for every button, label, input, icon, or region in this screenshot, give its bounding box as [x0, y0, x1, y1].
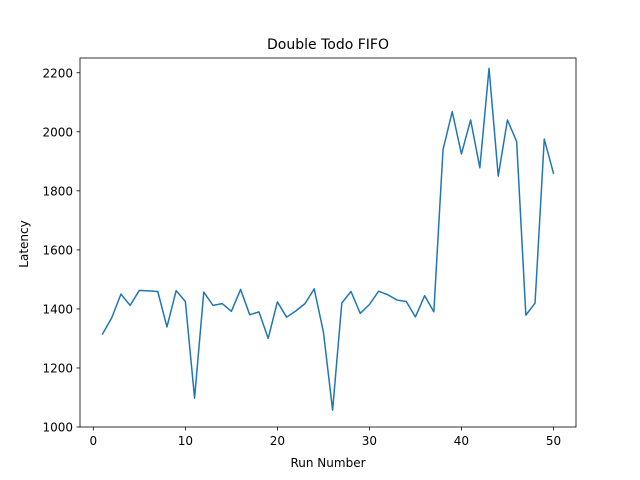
plot-area: 0 10 20 30 40 50 1000 1200 1400 1600 1800 2000 2200 [42, 57, 577, 448]
y-tick-label: 2200 [42, 66, 73, 80]
x-axis-label: Run Number [290, 456, 365, 470]
x-tick-label: 40 [454, 434, 469, 448]
x-tick-label: 10 [178, 434, 193, 448]
plot-frame [79, 57, 577, 428]
y-tick-label: 1000 [42, 421, 73, 435]
series-line [101, 67, 555, 411]
x-tick-label: 20 [270, 434, 285, 448]
x-tick-label: 0 [90, 434, 98, 448]
x-tick-label: 50 [546, 434, 561, 448]
y-tick-label: 1800 [42, 184, 73, 198]
y-axis-label: Latency [17, 220, 31, 267]
y-tick-label: 1400 [42, 302, 73, 316]
x-tick-label: 30 [362, 434, 377, 448]
y-tick-label: 1600 [42, 243, 73, 257]
y-tick-label: 2000 [42, 125, 73, 139]
chart-title: Double Todo FIFO [267, 37, 389, 53]
y-tick-label: 1200 [42, 361, 73, 375]
